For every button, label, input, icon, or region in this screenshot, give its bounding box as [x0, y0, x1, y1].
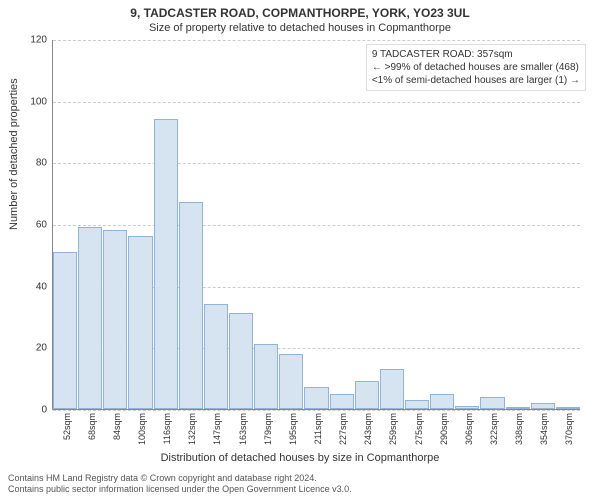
footer-line1: Contains HM Land Registry data © Crown c…	[8, 473, 352, 485]
x-tick-label: 132sqm	[187, 413, 197, 445]
histogram-bar	[531, 403, 555, 409]
y-tick-label: 40	[36, 281, 47, 292]
histogram-bar	[254, 344, 278, 409]
histogram-bar	[53, 252, 77, 409]
histogram-bar	[455, 406, 479, 409]
x-tick-label: 179sqm	[263, 413, 273, 445]
histogram-bar	[179, 202, 203, 409]
histogram-bar	[480, 397, 504, 409]
x-tick-label: 195sqm	[288, 413, 298, 445]
x-tick-label: 163sqm	[238, 413, 248, 445]
histogram-bar	[154, 119, 178, 409]
y-tick-label: 20	[36, 343, 47, 354]
gridline	[53, 410, 580, 411]
x-tick-label: 275sqm	[414, 413, 424, 445]
x-tick-label: 338sqm	[514, 413, 524, 445]
histogram-bar	[229, 313, 253, 409]
y-tick-label: 120	[30, 35, 47, 46]
chart-title: 9, TADCASTER ROAD, COPMANTHORPE, YORK, Y…	[0, 6, 600, 20]
histogram-bar	[506, 407, 530, 409]
histogram-bar	[304, 387, 328, 409]
histogram-bar	[556, 407, 580, 409]
x-tick-label: 322sqm	[489, 413, 499, 445]
x-tick-label: 354sqm	[539, 413, 549, 445]
x-tick-label: 147sqm	[212, 413, 222, 445]
x-tick-label: 116sqm	[162, 413, 172, 444]
x-tick-label: 290sqm	[439, 413, 449, 445]
x-tick-label: 306sqm	[464, 413, 474, 445]
footer-line2: Contains public sector information licen…	[8, 484, 352, 496]
x-axis-label: Distribution of detached houses by size …	[0, 452, 600, 464]
x-tick-label: 259sqm	[388, 413, 398, 445]
histogram-bar	[355, 381, 379, 409]
annotation-box: 9 TADCASTER ROAD: 357sqm ← >99% of detac…	[366, 44, 586, 91]
y-tick-label: 0	[41, 405, 47, 416]
histogram-bar	[128, 236, 152, 409]
property-size-histogram: 9, TADCASTER ROAD, COPMANTHORPE, YORK, Y…	[0, 0, 600, 500]
y-axis-label: Number of detached properties	[8, 78, 20, 230]
histogram-bar	[279, 354, 303, 410]
histogram-bar	[204, 304, 228, 409]
histogram-bar	[380, 369, 404, 409]
x-tick-label: 211sqm	[313, 413, 323, 444]
y-tick-label: 80	[36, 158, 47, 169]
chart-subtitle: Size of property relative to detached ho…	[0, 22, 600, 34]
histogram-bar	[78, 227, 102, 409]
annotation-line1: 9 TADCASTER ROAD: 357sqm	[372, 48, 580, 61]
x-tick-label: 84sqm	[112, 413, 122, 440]
gridline	[53, 102, 580, 103]
histogram-bar	[103, 230, 127, 409]
x-tick-label: 68sqm	[87, 413, 97, 440]
annotation-line3: <1% of semi-detached houses are larger (…	[372, 74, 580, 87]
footer-text: Contains HM Land Registry data © Crown c…	[8, 473, 352, 496]
histogram-bar	[405, 400, 429, 409]
y-tick-label: 100	[30, 96, 47, 107]
x-tick-label: 243sqm	[363, 413, 373, 445]
histogram-bar	[430, 394, 454, 409]
x-tick-label: 52sqm	[62, 413, 72, 440]
histogram-bar	[330, 394, 354, 409]
x-tick-label: 370sqm	[564, 413, 574, 445]
x-tick-label: 227sqm	[338, 413, 348, 445]
x-tick-label: 100sqm	[137, 413, 147, 445]
plot-area: 02040608010012052sqm68sqm84sqm100sqm116s…	[52, 40, 580, 410]
gridline	[53, 225, 580, 226]
y-tick-label: 60	[36, 220, 47, 231]
annotation-line2: ← >99% of detached houses are smaller (4…	[372, 61, 580, 74]
gridline	[53, 163, 580, 164]
gridline	[53, 40, 580, 41]
